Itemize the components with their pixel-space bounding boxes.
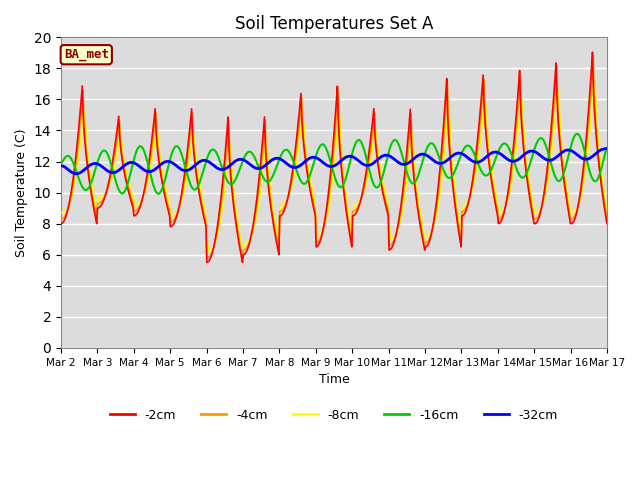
Legend: -2cm, -4cm, -8cm, -16cm, -32cm: -2cm, -4cm, -8cm, -16cm, -32cm [105, 404, 563, 427]
Y-axis label: Soil Temperature (C): Soil Temperature (C) [15, 128, 28, 257]
X-axis label: Time: Time [319, 373, 349, 386]
Title: Soil Temperatures Set A: Soil Temperatures Set A [235, 15, 433, 33]
Text: BA_met: BA_met [64, 48, 109, 61]
